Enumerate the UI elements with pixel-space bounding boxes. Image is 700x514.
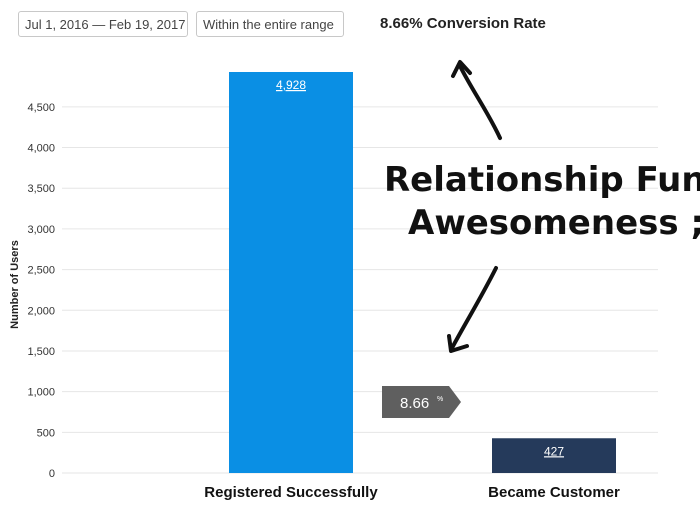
conversion-rate-summary: 8.66% Conversion Rate xyxy=(380,15,546,32)
y-tick-label: 4,500 xyxy=(27,102,55,114)
annotation-line-2: Awesomeness ;-) xyxy=(408,203,700,243)
y-tick-label: 1,500 xyxy=(27,346,55,358)
conversion-badge-shape xyxy=(382,386,461,418)
y-tick-label: 2,000 xyxy=(27,305,55,317)
conversion-badge: 8.66 % xyxy=(382,386,461,418)
y-tick-label: 3,500 xyxy=(27,183,55,195)
range-scope-select[interactable]: Within the entire range xyxy=(196,11,344,37)
bar-registered-successfully[interactable] xyxy=(229,72,353,473)
y-tick-label: 0 xyxy=(49,468,55,480)
y-tick-label: 500 xyxy=(37,427,55,439)
bar-value-label[interactable]: 427 xyxy=(544,444,564,458)
y-tick-label: 2,500 xyxy=(27,265,55,277)
y-axis-ticks: 0 500 1,000 1,500 2,000 2,500 3,000 3,500 4,000 4… xyxy=(27,102,55,480)
range-scope-value: Within the entire range xyxy=(203,16,334,32)
annotation-line-1: Relationship Funnel xyxy=(384,160,700,200)
arrow-icon xyxy=(451,60,502,140)
date-range-select[interactable]: Jul 1, 2016 — Feb 19, 2017 xyxy=(18,11,188,37)
gridlines xyxy=(62,106,658,474)
y-tick-label: 3,000 xyxy=(27,224,55,236)
date-range-value: Jul 1, 2016 — Feb 19, 2017 xyxy=(25,16,186,32)
bars: 4,928 427 xyxy=(229,72,616,473)
y-tick-label: 1,000 xyxy=(27,387,55,399)
conversion-badge-value: 8.66 xyxy=(400,395,429,412)
y-tick-label: 4,000 xyxy=(27,143,55,155)
x-axis-categories: Registered Successfully Became Customer xyxy=(204,484,620,501)
conversion-badge-unit: % xyxy=(437,396,443,403)
x-category-label: Registered Successfully xyxy=(204,484,378,501)
x-category-label: Became Customer xyxy=(488,484,620,501)
bar-became-customer[interactable] xyxy=(492,438,616,473)
arrow-icon xyxy=(447,266,498,353)
y-axis-label: Number of Users xyxy=(9,240,21,329)
bar-value-label[interactable]: 4,928 xyxy=(276,78,306,92)
